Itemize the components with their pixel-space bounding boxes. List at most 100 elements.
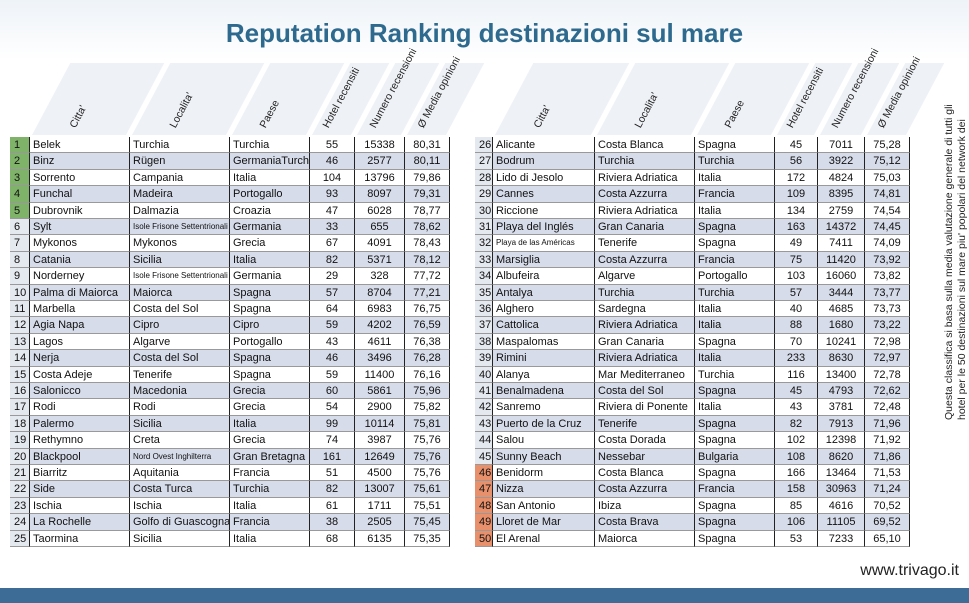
table-cell: 7913: [818, 415, 865, 433]
rank-cell: 46: [475, 465, 493, 482]
table-cell: 99: [310, 415, 355, 433]
table-cell: Benidorm: [493, 465, 595, 482]
table-cell: Binz: [30, 153, 130, 170]
table-cell: Riviera Adriatica: [595, 350, 695, 367]
table-cell: Agia Napa: [30, 317, 130, 334]
table-cell: 1680: [818, 317, 865, 334]
table-cell: 12649: [355, 448, 405, 465]
table-cell: 13400: [818, 366, 865, 383]
table-cell: Costa Blanca: [595, 465, 695, 482]
table-cell: Riviera Adriatica: [595, 317, 695, 334]
table-cell: Algarve: [130, 333, 230, 351]
table-cell: 15338: [355, 137, 405, 154]
table-cell: Italia: [695, 301, 775, 318]
table-cell: Rodi: [30, 399, 130, 416]
table-cell: 29: [310, 268, 355, 285]
table-cell: 54: [310, 399, 355, 416]
table-cell: 75,45: [405, 514, 450, 531]
table-cell: 4793: [818, 383, 865, 400]
table-cell: 2505: [355, 514, 405, 531]
table-cell: Costa Azzurra: [595, 481, 695, 498]
table-cell: Spagna: [230, 284, 310, 301]
table-cell: 12398: [818, 432, 865, 449]
table-cell: 10114: [355, 415, 405, 433]
table-cell: 65,10: [865, 530, 910, 547]
table-cell: Turchia: [230, 137, 310, 154]
rank-cell: 23: [10, 497, 30, 515]
footer-url: www.trivago.it: [860, 562, 959, 579]
table-cell: 75,28: [865, 137, 910, 154]
table-cell: 7233: [818, 530, 865, 547]
table-cell: 59: [310, 317, 355, 334]
table-cell: 116: [775, 366, 818, 383]
table-cell: 51: [310, 465, 355, 482]
table-cell: Blackpool: [30, 448, 130, 465]
rank-cell: 15: [10, 366, 30, 383]
table-cell: 40: [775, 301, 818, 318]
table-cell: Mykonos: [30, 235, 130, 252]
table-cell: 166: [775, 465, 818, 482]
table-cell: Grecia: [230, 399, 310, 416]
table-cell: Campania: [130, 169, 230, 187]
table-cell: 68: [310, 530, 355, 547]
rank-cell: 25: [10, 530, 30, 547]
table-cell: Italia: [230, 530, 310, 547]
table-cell: Turchia: [595, 153, 695, 170]
table-cell: Cipro: [130, 317, 230, 334]
table-cell: Italia: [695, 350, 775, 367]
table-cell: 233: [775, 350, 818, 367]
table-cell: Francia: [695, 481, 775, 498]
table-cell: 72,48: [865, 399, 910, 416]
table-cell: Bulgaria: [695, 448, 775, 465]
table-cell: 3444: [818, 284, 865, 301]
table-cell: Catania: [30, 251, 130, 269]
table-cell: 74,81: [865, 186, 910, 203]
table-cell: Gran Bretagna: [230, 448, 310, 465]
rank-cell: 41: [475, 383, 493, 400]
table-cell: Maiorca: [595, 530, 695, 547]
table-cell: 80,31: [405, 137, 450, 154]
table-cell: Riccione: [493, 202, 595, 219]
table-cell: 13007: [355, 481, 405, 498]
table-cell: Belek: [30, 137, 130, 154]
table-cell: 103: [775, 268, 818, 285]
table-cell: Side: [30, 481, 130, 498]
table-cell: 85: [775, 497, 818, 515]
table-cell: Costa del Sol: [130, 301, 230, 318]
table-cell: 106: [775, 514, 818, 531]
table-cell: Italia: [695, 169, 775, 187]
table-cell: 8704: [355, 284, 405, 301]
table-cell: Madeira: [130, 186, 230, 203]
table-cell: 6983: [355, 301, 405, 318]
table-cell: 3781: [818, 399, 865, 416]
table-cell: Aquitania: [130, 465, 230, 482]
table-cell: 1711: [355, 497, 405, 515]
table-cell: 67: [310, 235, 355, 252]
table-cell: Albufeira: [493, 268, 595, 285]
table-cell: Portogallo: [230, 186, 310, 203]
table-cell: 38: [310, 514, 355, 531]
table-cell: 72,62: [865, 383, 910, 400]
table-cell: 71,92: [865, 432, 910, 449]
table-cell: Costa Brava: [595, 514, 695, 531]
table-cell: 5861: [355, 383, 405, 400]
table-cell: Spagna: [695, 137, 775, 154]
table-cell: Palma di Maiorca: [30, 284, 130, 301]
table-cell: 2577: [355, 153, 405, 170]
table-cell: 4091: [355, 235, 405, 252]
table-cell: Marbella: [30, 301, 130, 318]
table-cell: Sicilia: [130, 251, 230, 269]
table-cell: 69,52: [865, 514, 910, 531]
table-cell: 7411: [818, 235, 865, 252]
table-cell: Italia: [230, 415, 310, 433]
rank-cell: 18: [10, 415, 30, 433]
table-cell: Costa del Sol: [595, 383, 695, 400]
rank-cell: 21: [10, 465, 30, 482]
table-cell: Sardegna: [595, 301, 695, 318]
table-cell: San Antonio: [493, 497, 595, 515]
table-cell: Turchia: [695, 366, 775, 383]
table-cell: 76,28: [405, 350, 450, 367]
table-cell: Costa Adeje: [30, 366, 130, 383]
table-cell: Italia: [230, 169, 310, 187]
table-cell: Ibiza: [595, 497, 695, 515]
